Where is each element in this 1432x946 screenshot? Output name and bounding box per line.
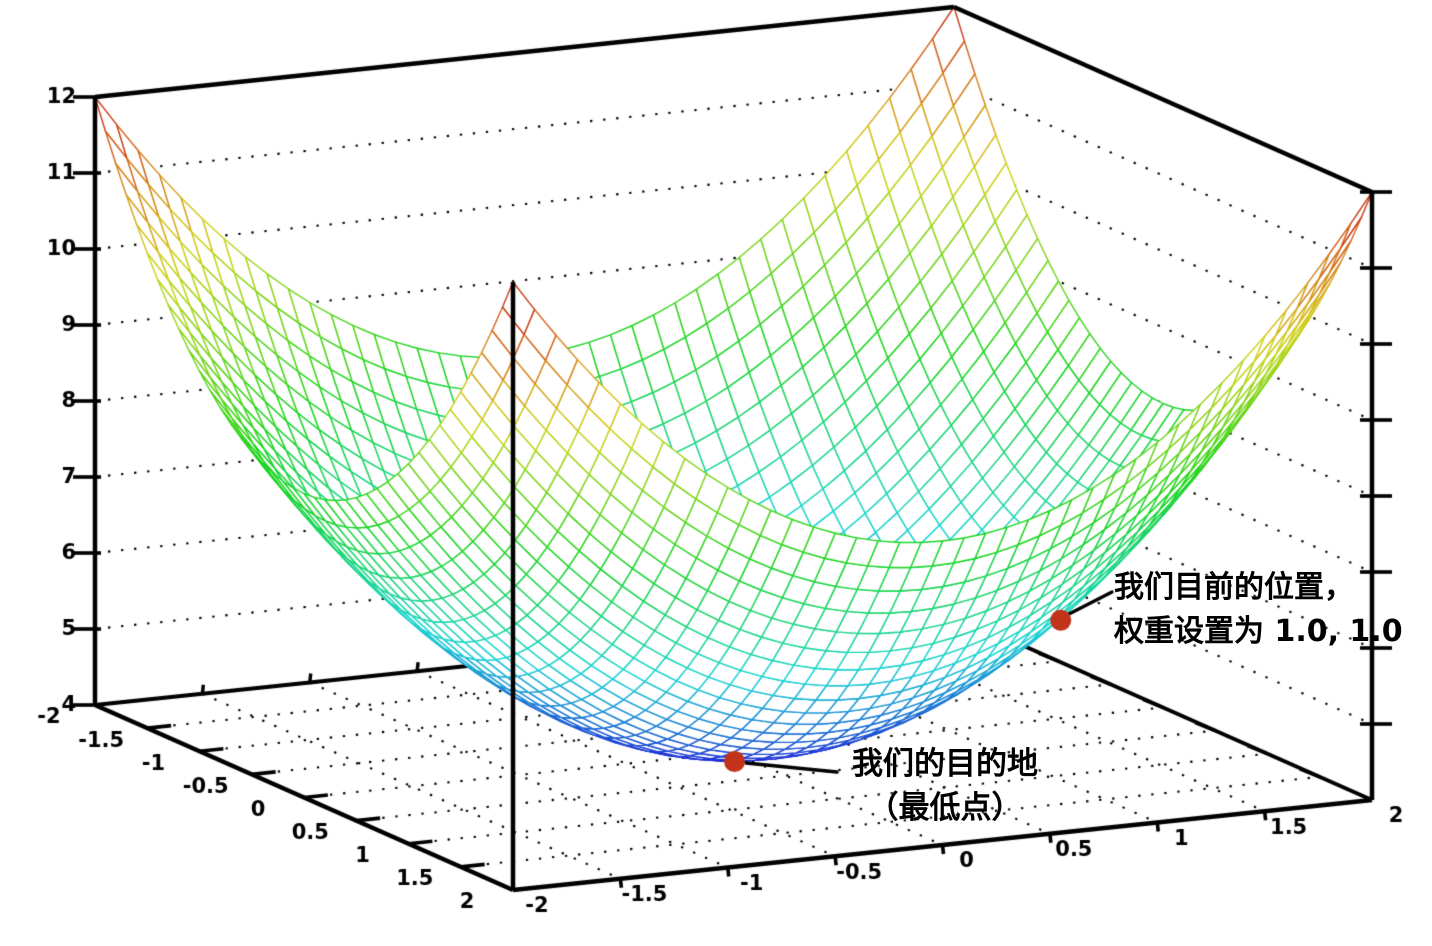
annotation-current-position-line1: 我们目前的位置，: [1114, 570, 1354, 605]
annotation-destination: 我们的目的地 （最低点）: [820, 742, 1070, 830]
annotation-destination-line1: 我们的目的地: [852, 746, 1038, 782]
annotation-current-position-line2: 权重设置为 1.0, 1.0: [1114, 614, 1403, 649]
annotation-destination-line2: （最低点）: [867, 790, 1023, 826]
annotation-current-position: 我们目前的位置， 权重设置为 1.0, 1.0: [1114, 566, 1403, 654]
